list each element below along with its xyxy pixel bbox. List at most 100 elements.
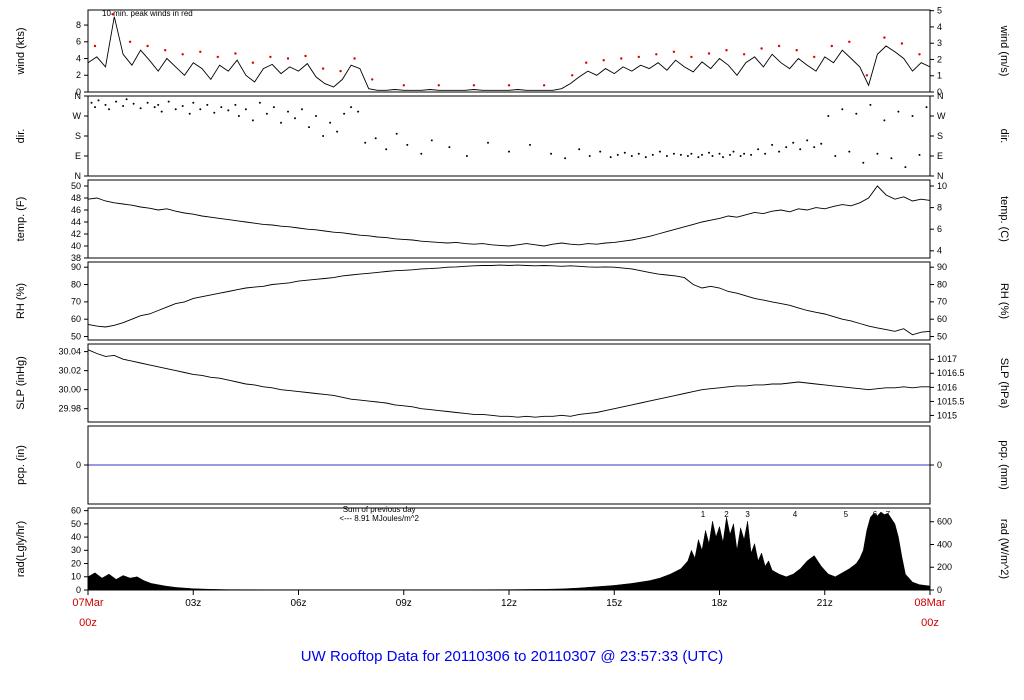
wind-left-tick-label: 0 [76,87,81,97]
rad-left-tick-label: 40 [71,532,81,542]
rad-peak-number-marker: 6 [873,510,878,519]
rad-peak-number-marker: 3 [745,510,750,519]
x-axis-tick-label: 06z [290,598,306,609]
wind-right-tick-label: 2 [937,54,942,64]
wind-trace [87,16,931,91]
dir-left-tick-label: S [75,131,81,141]
rh-right-tick-label: 70 [937,297,947,307]
rh-left-axis-label: RH (%) [15,283,27,319]
x-axis-tick-label: 03z [185,598,201,609]
temp-left-tick-label: 38 [71,253,81,263]
dir-right-tick-label: N [937,171,944,181]
panel-slp: 29.98 30.00 30.02 30.04 1015 1015.5 1016 1016.5… [15,343,1010,423]
panel-pcp: 0 0 pcp. (in) pcp. (mm) [15,425,1010,505]
rh-right-axis-label: RH (%) [998,283,1010,319]
slp-right-tick-label: 1016.5 [937,368,965,378]
wind-left-tick-label: 6 [76,37,81,47]
rad-right-tick-label: 600 [937,517,952,527]
x-axis-start-date: 07Mar [72,597,104,609]
wind-right-axis-label: wind (m/s) [998,25,1010,77]
temp-trace [87,185,931,247]
slp-right-tick-label: 1016 [937,382,957,392]
rh-right-tick-label: 80 [937,279,947,289]
rh-right-tick-label: 90 [937,262,947,272]
pcp-left-tick-label: 0 [76,460,81,470]
rad-left-tick-label: 10 [71,572,81,582]
rh-left-tick-label: 90 [71,262,81,272]
temp-left-tick-label: 46 [71,205,81,215]
x-axis-end-date: 08Mar [914,597,946,609]
slp-left-tick-label: 30.00 [58,385,81,395]
rad-right-tick-label: 400 [937,539,952,549]
dir-scatter-points [90,98,928,169]
slp-left-tick-label: 30.02 [58,366,81,376]
rad-right-tick-label: 0 [937,585,942,595]
dir-left-axis-label: dir. [15,129,27,144]
slp-left-axis-label: SLP (inHg) [15,356,27,410]
temp-left-tick-label: 44 [71,217,81,227]
dir-right-tick-label: S [937,131,943,141]
x-axis-end-hour: 00z [921,617,939,629]
slp-right-tick-label: 1015 [937,410,957,420]
slp-frame [87,343,931,423]
rad-peak-number-marker: 2 [724,510,729,519]
panel-wind: 0 2 4 6 8 0 1 2 3 4 5 wind (kts) wind (m/s) 10 min. p… [15,6,1010,97]
dir-left-tick-label: N [75,91,82,101]
wind-left-tick-label: 4 [76,53,81,63]
temp-left-tick-label: 50 [71,181,81,191]
rad-left-tick-label: 30 [71,545,81,555]
x-axis: 03z 06z 09z 12z 15z 18z 21z [87,590,931,609]
x-axis-tick-label: 09z [396,598,412,609]
temp-left-axis-label: temp. (F) [15,197,27,242]
slp-trace [87,349,930,418]
slp-right-tick-label: 1017 [937,354,957,364]
rad-annotation: <--- 8.91 MJoules/m^2 [339,514,419,523]
rh-trace [87,264,931,336]
wind-left-tick-label: 8 [76,20,81,30]
x-axis-tick-label: 12z [501,598,517,609]
wind-annotation: 10 min. peak winds in red [102,9,193,18]
rad-peak-number-marker: 7 [886,510,891,519]
figure-title: UW Rooftop Data for 20110306 to 20110307… [300,648,724,665]
wind-left-axis-label: wind (kts) [15,27,27,75]
x-axis-tick-label: 21z [817,598,833,609]
rad-left-tick-label: 0 [76,585,81,595]
slp-left-tick-label: 29.98 [58,404,81,414]
temp-left-tick-label: 42 [71,229,81,239]
dir-right-tick-label: E [937,151,943,161]
dir-left-tick-label: N [75,171,82,181]
rad-area-series [87,511,931,591]
rh-left-tick-label: 50 [71,331,81,341]
pcp-right-axis-label: pcp. (mm) [998,440,1010,490]
slp-right-axis-label: SLP (hPa) [998,358,1010,409]
x-axis-tick-label: 15z [606,598,622,609]
temp-right-tick-label: 6 [937,224,942,234]
temp-right-tick-label: 10 [937,181,947,191]
panel-rh: 50 60 70 80 90 50 60 70 80 90 RH (%) RH (%) [15,261,1010,341]
slp-left-tick-label: 30.04 [58,346,81,356]
temp-right-tick-label: 8 [937,202,942,212]
rad-annotation: Sum of previous day [343,505,416,514]
dir-right-tick-label: W [937,111,946,121]
temp-right-tick-label: 4 [937,246,942,256]
rad-right-axis-label: rad (W/m^2) [998,519,1010,579]
wind-right-tick-label: 1 [937,71,942,81]
x-axis-start-hour: 00z [79,617,97,629]
wind-right-tick-label: 0 [937,87,942,97]
dir-right-tick-label: N [937,91,944,101]
pcp-right-tick-label: 0 [937,460,942,470]
wind-right-tick-label: 3 [937,38,942,48]
rh-right-tick-label: 60 [937,314,947,324]
rad-left-tick-label: 50 [71,519,81,529]
wind-right-tick-label: 5 [937,6,942,16]
rad-right-tick-label: 200 [937,562,952,572]
rad-left-tick-label: 20 [71,558,81,568]
rad-peak-number-marker: 1 [701,510,706,519]
temp-left-tick-label: 40 [71,241,81,251]
rad-left-axis-label: rad(Lgly/hr) [15,521,27,577]
temp-right-axis-label: temp. (C) [998,196,1010,242]
